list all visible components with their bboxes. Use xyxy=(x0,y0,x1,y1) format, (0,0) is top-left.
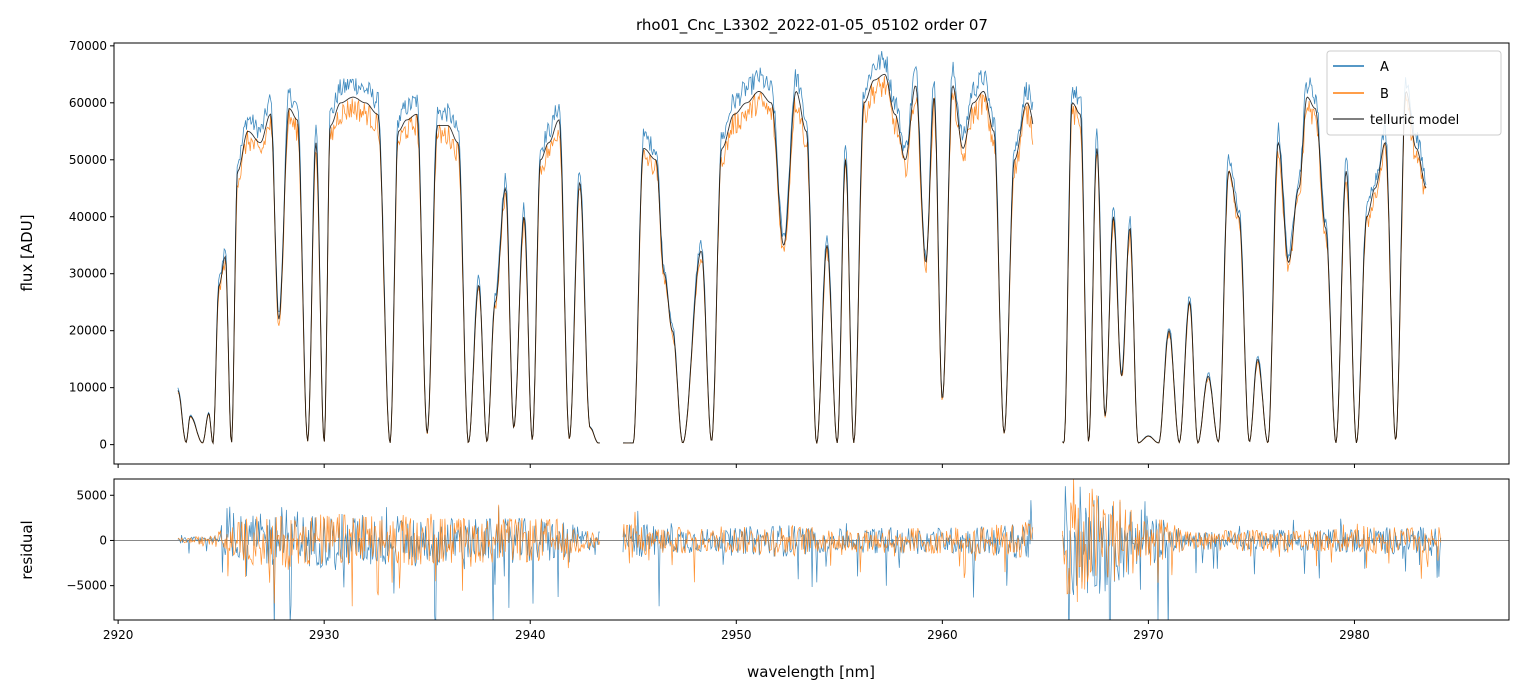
legend-label-telluric: telluric model xyxy=(1370,113,1459,128)
x-tick-label: 2970 xyxy=(1133,628,1164,642)
legend: A B telluric model xyxy=(1326,50,1502,136)
flux-y-tick-label: 60000 xyxy=(69,96,107,110)
flux-y-tick-label: 40000 xyxy=(69,210,107,224)
x-tick-label: 2920 xyxy=(103,628,134,642)
flux-panel-frame xyxy=(113,42,1510,465)
x-tick-label: 2980 xyxy=(1339,628,1370,642)
chart-title: rho01_Cnc_L3302_2022-01-05_05102 order 0… xyxy=(636,16,988,35)
flux-y-label: flux [ADU] xyxy=(18,214,36,291)
residual-panel-frame xyxy=(113,478,1510,621)
legend-label-a: A xyxy=(1380,60,1389,75)
residual-y-label: residual xyxy=(18,520,36,579)
flux-y-tick-label: 70000 xyxy=(69,39,107,53)
residual-y-tick-label: −5000 xyxy=(66,579,107,593)
flux-y-tick-label: 10000 xyxy=(69,381,107,395)
x-tick-label: 2930 xyxy=(309,628,340,642)
flux-y-tick-label: 50000 xyxy=(69,153,107,167)
flux-y-tick-label: 0 xyxy=(99,438,107,452)
legend-label-b: B xyxy=(1380,87,1389,102)
residual-y-tick-label: 5000 xyxy=(76,488,107,502)
x-tick-label: 2950 xyxy=(721,628,752,642)
x-tick-label: 2940 xyxy=(515,628,546,642)
residual-y-tick-label: 0 xyxy=(99,533,107,547)
telluric-model-line xyxy=(177,73,1427,445)
x-axis-label: wavelength [nm] xyxy=(747,663,875,681)
x-tick-label: 2960 xyxy=(927,628,958,642)
flux-y-tick-label: 30000 xyxy=(69,267,107,281)
residual-b-line xyxy=(177,479,1442,607)
flux-y-tick-label: 20000 xyxy=(69,324,107,338)
